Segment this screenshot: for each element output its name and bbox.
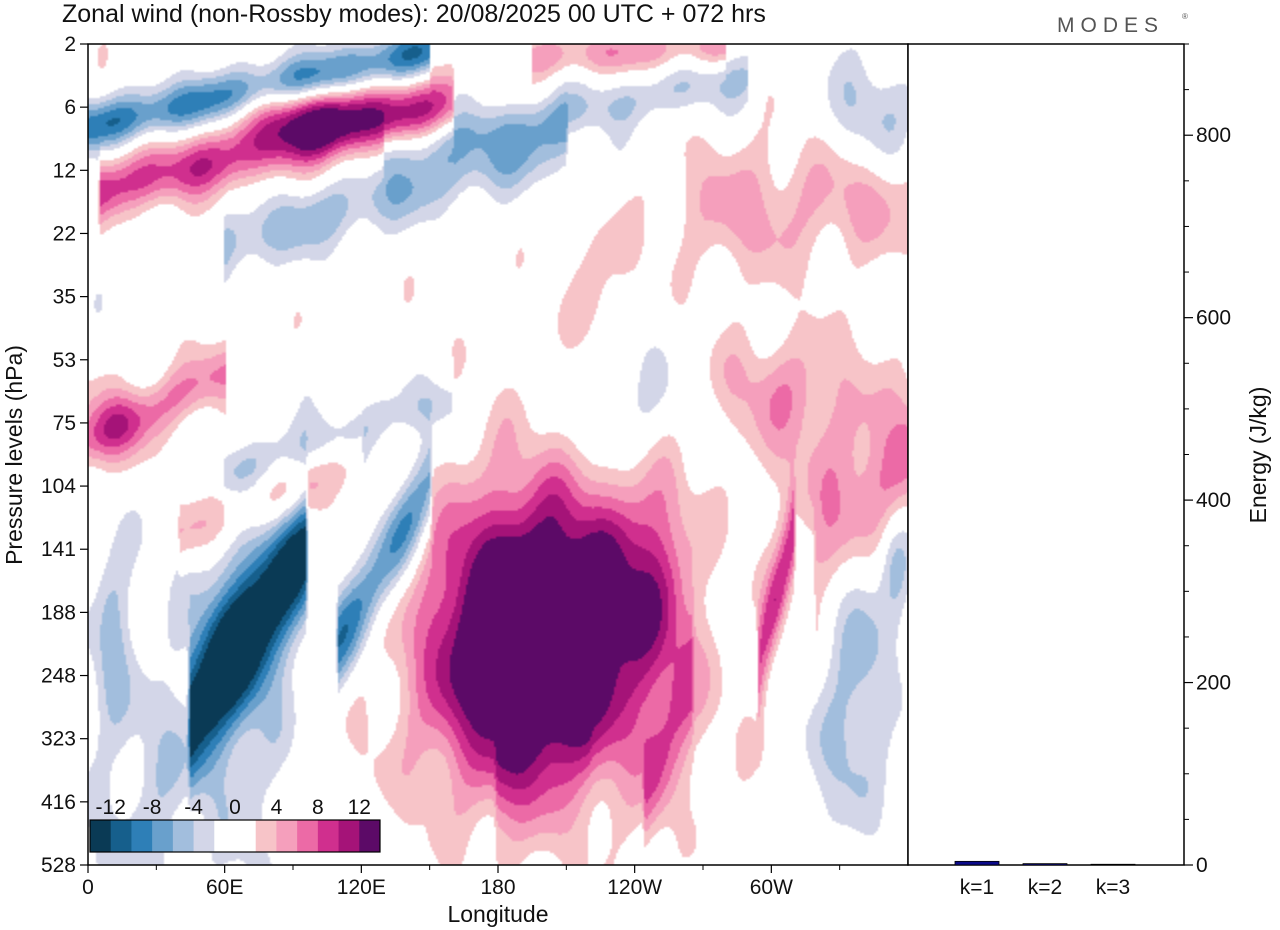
y-tick-label: 188 [41,601,76,624]
energy-tick-label: 400 [1196,489,1231,512]
energy-bar [1090,863,1136,866]
y-tick-label: 141 [41,538,76,561]
y-tick-label: 75 [53,412,76,435]
brand-logo: MODES [1057,14,1164,37]
colorbar-tick-label: 0 [229,796,241,819]
colorbar-swatch [255,820,277,852]
energy-bar [954,860,1000,866]
energy-category-label: k=1 [960,876,994,899]
colorbar-swatch [235,820,257,852]
y-tick-label: 2 [64,33,76,56]
heatmap-panel [88,44,908,865]
x-axis: 0 60E 120E 180 120W 60W [82,865,841,899]
x-tick-label: 120W [607,876,662,899]
colorbar-frame [89,819,381,853]
colorbar-swatch [90,820,112,852]
x-tick-label: 120E [337,876,386,899]
colorbar-tick-label: -4 [184,796,203,819]
colorbar-tick-label: 4 [271,796,283,819]
energy-category-label: k=2 [1028,876,1062,899]
colorbar-swatch [338,820,360,852]
colorbar-tick-label: -8 [143,796,162,819]
x-tick-label: 0 [82,876,94,899]
energy-panel-frame [907,43,1185,866]
zonal-wind-heatmap [88,44,908,865]
x-tick-label: 60W [750,876,793,899]
y-tick-label: 22 [53,222,76,245]
colorbar-swatch [317,820,340,852]
energy-bar [1022,863,1068,866]
registered-mark: ® [1182,12,1188,21]
energy-tick-label: 0 [1196,854,1208,877]
y-axis-label: Pressure levels (hPa) [1,345,27,565]
energy-axis-label: Energy (J/kg) [1245,387,1271,524]
colorbar-tick-label: -12 [96,796,126,819]
chart-title: Zonal wind (non-Rossby modes): 20/08/202… [62,0,766,28]
x-tick-label: 60E [206,876,243,899]
y-tick-label: 528 [41,854,76,877]
x-axis-label: Longitude [447,901,548,927]
x-tick-label: 180 [480,876,515,899]
colorbar: -12 -8 -4 0 4 8 12 [89,796,381,853]
colorbar-tick-label: 8 [312,796,324,819]
colorbar-tick-label: 12 [348,796,371,819]
colorbar-swatch [214,820,236,852]
colorbar-swatch [131,820,153,852]
colorbar-swatch [297,820,319,852]
y-tick-label: 6 [64,96,76,119]
y-tick-label: 416 [41,791,76,814]
colorbar-swatch [172,820,195,852]
y-tick-label: 12 [53,159,76,182]
y-tick-label: 248 [41,665,76,688]
y-tick-label: 323 [41,728,76,751]
colorbar-swatch [193,820,215,852]
colorbar-swatch [152,820,174,852]
colorbar-swatch [276,820,298,852]
colorbar-swatch [359,820,381,852]
y-tick-label: 53 [53,349,76,372]
energy-bar-chart: 0 200 400 600 800 k=1 k=2 k=3 [954,43,1231,899]
energy-tick-label: 800 [1196,124,1231,147]
y-tick-label: 35 [53,286,76,309]
y-axis: 2 6 12 22 35 53 75 104 141 188 248 323 416 528 [41,33,88,877]
y-tick-label: 104 [41,475,76,498]
energy-tick-label: 600 [1196,307,1231,330]
energy-tick-label: 200 [1196,672,1231,695]
colorbar-swatch [110,820,132,852]
energy-category-label: k=3 [1096,876,1130,899]
